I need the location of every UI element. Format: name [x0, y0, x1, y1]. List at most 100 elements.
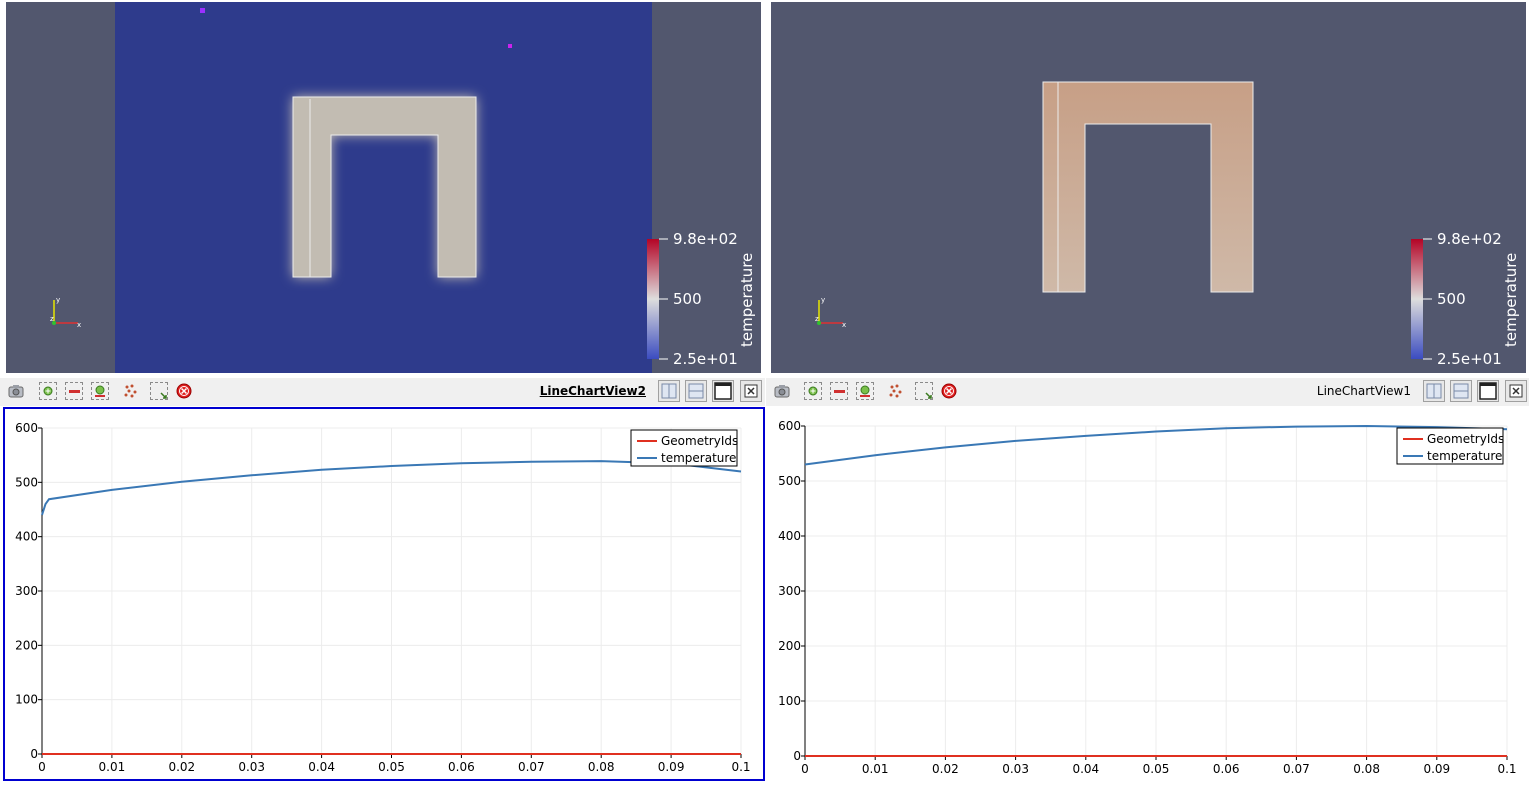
render-view-right[interactable]: z y x 9.8e+02 500 2.5e+01 temperature — [771, 2, 1526, 373]
line-chart-right[interactable]: 0 100 200 300 400 500 600 0 0.01 0.02 0.03 0.04 0.05… — [768, 407, 1529, 781]
y-tick-label: 300 — [15, 584, 38, 598]
colorbar-mid-label: 500 — [673, 290, 702, 308]
y-tick-label: 300 — [778, 584, 801, 598]
select-block-icon[interactable] — [150, 382, 168, 400]
maximize-icon[interactable] — [712, 380, 734, 402]
x-tick-label: 0 — [801, 762, 809, 776]
u-shaped-part — [1042, 81, 1254, 293]
line-chart-view-2[interactable]: 0 100 200 300 400 500 600 0 0.01 0.02 0.03 0.04 0.05… — [3, 407, 765, 781]
y-tick-label: 600 — [778, 419, 801, 433]
line-chart-view-1[interactable]: 0 100 200 300 400 500 600 0 0.01 0.02 0.03 0.04 0.05… — [768, 407, 1529, 781]
x-tick-label: 0.08 — [1353, 762, 1380, 776]
select-block-icon[interactable] — [915, 382, 933, 400]
clear-selection-icon[interactable] — [175, 382, 193, 400]
render-view-left[interactable]: z y x 9.8e+02 500 2.5e+01 temperature — [6, 2, 761, 373]
select-cells-icon[interactable] — [887, 382, 905, 400]
legend-entry: temperature — [1427, 449, 1502, 463]
svg-text:z: z — [815, 315, 819, 323]
svg-text:x: x — [842, 321, 846, 329]
x-tick-label: 0.08 — [588, 760, 615, 774]
x-tick-label: 0.06 — [1213, 762, 1240, 776]
line-chart-left[interactable]: 0 100 200 300 400 500 600 0 0.01 0.02 0.03 0.04 0.05… — [5, 409, 763, 779]
color-legend: 9.8e+02 500 2.5e+01 temperature — [1411, 230, 1520, 368]
x-tick-label: 0.03 — [238, 760, 265, 774]
x-tick-label: 0.01 — [862, 762, 889, 776]
orientation-axes-icon: z y x — [815, 296, 846, 329]
render-canvas-right[interactable]: z y x 9.8e+02 500 2.5e+01 temperature — [771, 2, 1526, 373]
x-tick-label: 0.02 — [932, 762, 959, 776]
svg-text:y: y — [56, 296, 60, 304]
x-tick-label: 0.01 — [99, 760, 126, 774]
view-toolbar-left: LineChartView2 — [0, 378, 765, 406]
svg-text:x: x — [77, 321, 81, 329]
chart-legend — [630, 429, 738, 467]
x-tick-label: 0.07 — [1283, 762, 1310, 776]
colorbar-title: temperature — [738, 253, 756, 347]
orientation-axes-icon: z y x — [50, 296, 81, 329]
y-tick-label: 500 — [778, 474, 801, 488]
y-tick-label: 200 — [15, 638, 38, 652]
maximize-icon[interactable] — [1477, 380, 1499, 402]
select-points-off-icon[interactable] — [65, 382, 83, 400]
select-cells-icon[interactable] — [122, 382, 140, 400]
close-view-icon[interactable] — [1505, 380, 1527, 402]
split-vertical-icon[interactable] — [1450, 380, 1472, 402]
temperature-domain — [115, 2, 652, 373]
x-tick-label: 0.04 — [1072, 762, 1099, 776]
series-line-temperature — [804, 424, 1508, 466]
colorbar-min-label: 2.5e+01 — [673, 350, 738, 368]
y-tick-label: 0 — [793, 749, 801, 763]
y-tick-label: 600 — [15, 421, 38, 435]
x-tick-label: 0 — [38, 760, 46, 774]
legend-entry: GeometryIds — [661, 434, 738, 448]
u-shaped-part — [292, 96, 477, 278]
x-tick-label: 0.06 — [448, 760, 475, 774]
select-points-on-icon[interactable] — [804, 382, 822, 400]
x-tick-label: 0.03 — [1002, 762, 1029, 776]
split-vertical-icon[interactable] — [685, 380, 707, 402]
y-tick-label: 100 — [15, 693, 38, 707]
svg-text:z: z — [50, 315, 54, 323]
probe-point — [508, 44, 512, 48]
x-tick-label: 0.05 — [1143, 762, 1170, 776]
chart-legend — [1396, 427, 1504, 465]
render-canvas-left[interactable]: z y x 9.8e+02 500 2.5e+01 temperature — [6, 2, 761, 373]
clear-selection-icon[interactable] — [940, 382, 958, 400]
select-points-add-icon[interactable] — [91, 382, 109, 400]
view-title[interactable]: LineChartView2 — [539, 384, 646, 398]
x-tick-label: 0.04 — [308, 760, 335, 774]
colorbar-max-label: 9.8e+02 — [673, 230, 738, 248]
y-tick-label: 100 — [778, 694, 801, 708]
select-points-off-icon[interactable] — [830, 382, 848, 400]
camera-icon[interactable] — [773, 382, 791, 400]
series-line-temperature — [41, 460, 742, 516]
y-tick-label: 200 — [778, 639, 801, 653]
split-horizontal-icon[interactable] — [1423, 380, 1445, 402]
legend-entry: temperature — [661, 451, 736, 465]
y-tick-label: 0 — [30, 747, 38, 761]
y-tick-label: 400 — [15, 530, 38, 544]
x-tick-label: 0.1 — [1497, 762, 1516, 776]
select-points-on-icon[interactable] — [39, 382, 57, 400]
y-tick-label: 500 — [15, 475, 38, 489]
svg-text:y: y — [821, 296, 825, 304]
legend-entry: GeometryIds — [1427, 432, 1504, 446]
colorbar-max-label: 9.8e+02 — [1437, 230, 1502, 248]
camera-icon[interactable] — [7, 382, 25, 400]
x-tick-label: 0.1 — [731, 760, 750, 774]
x-tick-label: 0.07 — [518, 760, 545, 774]
split-horizontal-icon[interactable] — [658, 380, 680, 402]
color-legend: 9.8e+02 500 2.5e+01 temperature — [647, 230, 756, 368]
probe-point — [200, 8, 205, 13]
view-title[interactable]: LineChartView1 — [1316, 384, 1411, 398]
select-points-add-icon[interactable] — [856, 382, 874, 400]
view-toolbar-right: LineChartView1 — [766, 378, 1529, 406]
y-tick-label: 400 — [778, 529, 801, 543]
close-view-icon[interactable] — [740, 380, 762, 402]
x-tick-label: 0.09 — [1423, 762, 1450, 776]
x-tick-label: 0.05 — [378, 760, 405, 774]
x-tick-label: 0.02 — [168, 760, 195, 774]
colorbar-mid-label: 500 — [1437, 290, 1466, 308]
colorbar-title: temperature — [1502, 253, 1520, 347]
x-tick-label: 0.09 — [658, 760, 685, 774]
